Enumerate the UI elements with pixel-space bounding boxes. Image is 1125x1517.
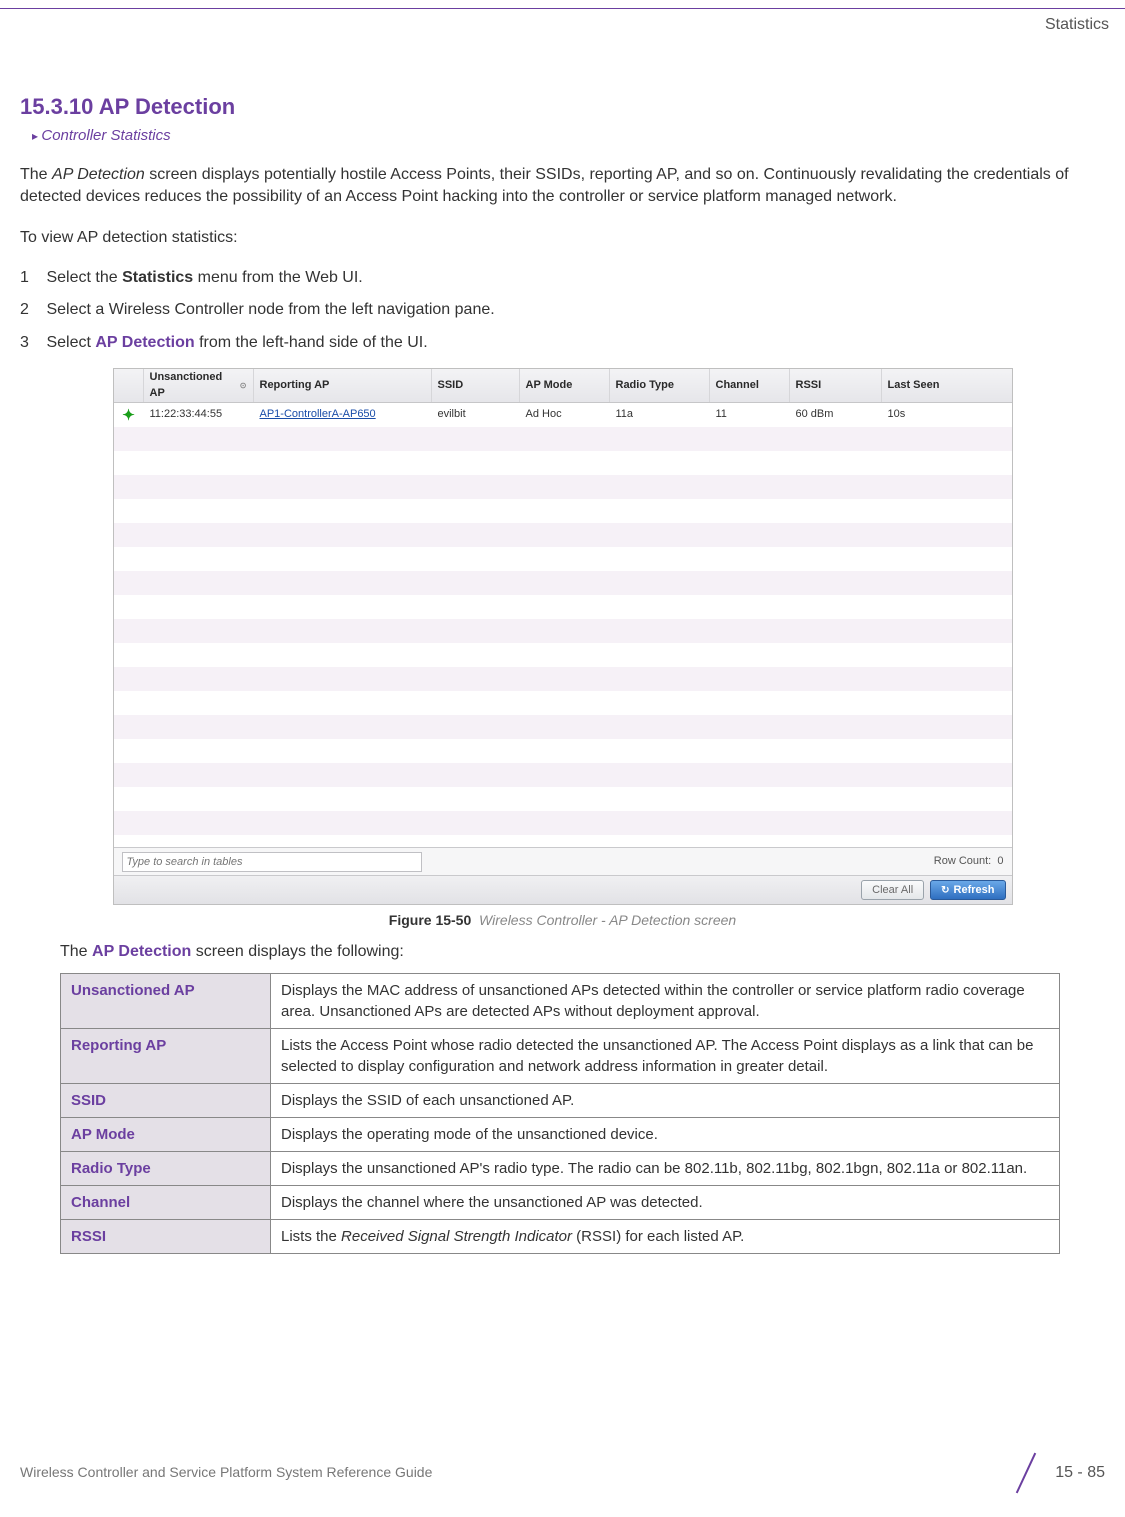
steps-list: 1 Select the Statistics menu from the We… bbox=[20, 267, 1105, 354]
def-key: Unsanctioned AP bbox=[61, 974, 271, 1029]
cell-mode: Ad Hoc bbox=[520, 403, 610, 427]
section-subtitle: Controller Statistics bbox=[46, 125, 1105, 146]
intro-em: AP Detection bbox=[52, 166, 145, 183]
cell-channel: 11 bbox=[710, 403, 790, 427]
def-key: SSID bbox=[61, 1084, 271, 1118]
table-row: Radio TypeDisplays the unsanctioned AP's… bbox=[61, 1152, 1060, 1186]
cell-reporting[interactable]: AP1-ControllerA-AP650 bbox=[254, 403, 432, 427]
def-value: Displays the MAC address of unsanctioned… bbox=[271, 974, 1060, 1029]
col-unsanctioned[interactable]: Unsanctioned AP ⊙ bbox=[144, 369, 254, 402]
def-key: Radio Type bbox=[61, 1152, 271, 1186]
table-row: RSSILists the Received Signal Strength I… bbox=[61, 1220, 1060, 1254]
step-post: menu from the Web UI. bbox=[193, 269, 363, 286]
desc-lead: The AP Detection screen displays the fol… bbox=[60, 941, 1105, 963]
row-count-value: 0 bbox=[997, 855, 1003, 867]
section-heading: 15.3.10 AP Detection bbox=[20, 92, 1105, 123]
step-bold: Statistics bbox=[122, 269, 193, 286]
step-pre: Select the bbox=[46, 269, 122, 286]
grid-header: Unsanctioned AP ⊙ Reporting AP SSID AP Mo… bbox=[114, 369, 1012, 403]
cell-last-seen: 10s bbox=[882, 403, 1012, 427]
table-search-input[interactable] bbox=[122, 852, 422, 872]
cell-unsanctioned: 11:22:33:44:55 bbox=[144, 403, 254, 427]
row-count-label: Row Count: bbox=[934, 855, 991, 867]
cell-ssid: evilbit bbox=[432, 403, 520, 427]
definition-table: Unsanctioned APDisplays the MAC address … bbox=[60, 973, 1060, 1254]
cell-rssi: 60 dBm bbox=[790, 403, 882, 427]
def-value: Displays the channel where the unsanctio… bbox=[271, 1186, 1060, 1220]
plus-icon: ✦ bbox=[122, 405, 135, 426]
def-key: AP Mode bbox=[61, 1118, 271, 1152]
def-key: RSSI bbox=[61, 1220, 271, 1254]
sort-icon: ⊙ bbox=[240, 380, 247, 391]
def-key: Channel bbox=[61, 1186, 271, 1220]
search-bar: Row Count: 0 bbox=[114, 847, 1012, 875]
table-row: ChannelDisplays the channel where the un… bbox=[61, 1186, 1060, 1220]
cell-radio: 11a bbox=[610, 403, 710, 427]
clear-all-button[interactable]: Clear All bbox=[861, 880, 924, 900]
step-post: from the left-hand side of the UI. bbox=[195, 334, 428, 351]
col-icon bbox=[114, 369, 144, 402]
refresh-button[interactable]: ↻ Refresh bbox=[930, 880, 1005, 900]
top-rule bbox=[0, 8, 1125, 9]
intro-post: screen displays potentially hostile Acce… bbox=[20, 166, 1069, 205]
table-row: Reporting APLists the Access Point whose… bbox=[61, 1029, 1060, 1084]
step-pre: Select a Wireless Controller node from t… bbox=[46, 301, 494, 318]
row-stripes bbox=[114, 403, 1012, 847]
intro-pre: The bbox=[20, 166, 52, 183]
col-channel[interactable]: Channel bbox=[710, 369, 790, 402]
def-value: Displays the SSID of each unsanctioned A… bbox=[271, 1084, 1060, 1118]
def-key: Reporting AP bbox=[61, 1029, 271, 1084]
footer-left-text: Wireless Controller and Service Platform… bbox=[20, 1463, 432, 1483]
def-value: Lists the Received Signal Strength Indic… bbox=[271, 1220, 1060, 1254]
button-bar: Clear All ↻ Refresh bbox=[114, 875, 1012, 904]
step-num: 2 bbox=[20, 299, 42, 321]
col-reporting[interactable]: Reporting AP bbox=[254, 369, 432, 402]
col-mode[interactable]: AP Mode bbox=[520, 369, 610, 402]
table-row: AP ModeDisplays the operating mode of th… bbox=[61, 1118, 1060, 1152]
refresh-label: Refresh bbox=[954, 884, 995, 896]
step-item: 3 Select AP Detection from the left-hand… bbox=[20, 332, 1105, 354]
row-status-icon: ✦ bbox=[114, 403, 144, 427]
step-num: 3 bbox=[20, 332, 42, 354]
col-last-seen[interactable]: Last Seen bbox=[882, 369, 1012, 402]
desc-lead-post: screen displays the following: bbox=[191, 943, 404, 960]
step-item: 1 Select the Statistics menu from the We… bbox=[20, 267, 1105, 289]
steps-lead: To view AP detection statistics: bbox=[20, 227, 1105, 249]
reporting-ap-link[interactable]: AP1-ControllerA-AP650 bbox=[260, 407, 376, 422]
page-footer: Wireless Controller and Service Platform… bbox=[0, 1451, 1125, 1495]
step-pre: Select bbox=[46, 334, 95, 351]
grid-body: ✦ 11:22:33:44:55 AP1-ControllerA-AP650 e… bbox=[114, 403, 1012, 847]
step-num: 1 bbox=[20, 267, 42, 289]
desc-lead-bold: AP Detection bbox=[92, 943, 191, 960]
step-bold: AP Detection bbox=[95, 334, 194, 351]
def-value: Displays the unsanctioned AP's radio typ… bbox=[271, 1152, 1060, 1186]
col-unsanctioned-label: Unsanctioned AP bbox=[150, 370, 236, 401]
table-row: Unsanctioned APDisplays the MAC address … bbox=[61, 974, 1060, 1029]
figure-number: Figure 15-50 bbox=[389, 912, 471, 928]
desc-lead-pre: The bbox=[60, 943, 92, 960]
table-row[interactable]: ✦ 11:22:33:44:55 AP1-ControllerA-AP650 e… bbox=[114, 403, 1012, 427]
figure-caption: Figure 15-50 Wireless Controller - AP De… bbox=[20, 911, 1105, 931]
col-radio[interactable]: Radio Type bbox=[610, 369, 710, 402]
col-rssi[interactable]: RSSI bbox=[790, 369, 882, 402]
footer-page-number: 15 - 85 bbox=[1055, 1462, 1105, 1484]
clear-all-label: Clear All bbox=[872, 884, 913, 896]
footer-slash-icon bbox=[1003, 1451, 1047, 1495]
row-count: Row Count: 0 bbox=[934, 854, 1004, 869]
def-value: Lists the Access Point whose radio detec… bbox=[271, 1029, 1060, 1084]
step-item: 2 Select a Wireless Controller node from… bbox=[20, 299, 1105, 321]
col-ssid[interactable]: SSID bbox=[432, 369, 520, 402]
running-header: Statistics bbox=[1045, 14, 1109, 36]
table-row: SSIDDisplays the SSID of each unsanction… bbox=[61, 1084, 1060, 1118]
figure-title: Wireless Controller - AP Detection scree… bbox=[479, 912, 736, 928]
intro-paragraph: The AP Detection screen displays potenti… bbox=[20, 164, 1105, 209]
refresh-icon: ↻ bbox=[941, 885, 949, 896]
ap-detection-figure: Unsanctioned AP ⊙ Reporting AP SSID AP Mo… bbox=[113, 368, 1013, 905]
def-value: Displays the operating mode of the unsan… bbox=[271, 1118, 1060, 1152]
